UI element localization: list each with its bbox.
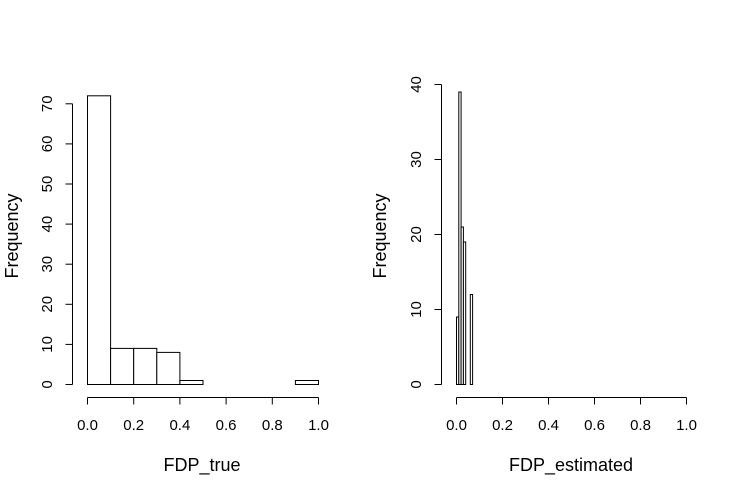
x-axis-title: FDP_estimated [509,455,633,476]
x-tick-label: 0.6 [216,417,237,434]
x-tick-label: 0.2 [123,417,144,434]
y-tick-label: 0 [408,380,425,388]
x-tick-label: 0.4 [538,417,559,434]
y-tick-label: 40 [39,216,56,233]
y-tick-label: 20 [408,226,425,243]
x-axis-title: FDP_true [163,455,240,476]
x-tick-label: 1.0 [308,417,329,434]
y-tick-label: 30 [408,151,425,168]
y-tick-label: 30 [39,256,56,273]
x-tick-label: 0.8 [630,417,651,434]
y-tick-label: 60 [39,136,56,153]
histogram-bar [133,347,158,385]
x-tick-label: 0.6 [584,417,605,434]
x-tick-label: 0.4 [169,417,190,434]
y-tick-label: 40 [408,76,425,93]
histogram-fdp-true: FDP_true Frequency 0.0 0.2 0.4 0.6 0.8 1.0 0 10… [2,95,329,476]
y-axis-title: Frequency [2,193,22,278]
x-tick-label: 0.8 [262,417,283,434]
x-tick-label: 0.0 [77,417,98,434]
x-tick-label: 0.0 [446,417,467,434]
x-tick-label: 0.2 [492,417,513,434]
y-tick-label: 70 [39,95,56,112]
histogram-bar [294,380,319,385]
y-tick-label: 10 [408,301,425,318]
y-tick-label: 0 [39,380,56,388]
histogram-bar [156,351,181,385]
histogram-bar [462,241,467,385]
histogram-bar [87,95,112,386]
y-tick-label: 50 [39,176,56,193]
histogram-bar [110,347,135,385]
y-tick-label: 20 [39,296,56,313]
x-tick-label: 1.0 [676,417,697,434]
histogram-bar [469,294,474,385]
histogram-fdp-estimated: FDP_estimated Frequency 0.0 0.2 0.4 0.6 0.8 1… [370,76,697,476]
y-axis-title: Frequency [370,193,390,278]
histogram-bar [179,380,204,385]
y-tick-label: 10 [39,336,56,353]
